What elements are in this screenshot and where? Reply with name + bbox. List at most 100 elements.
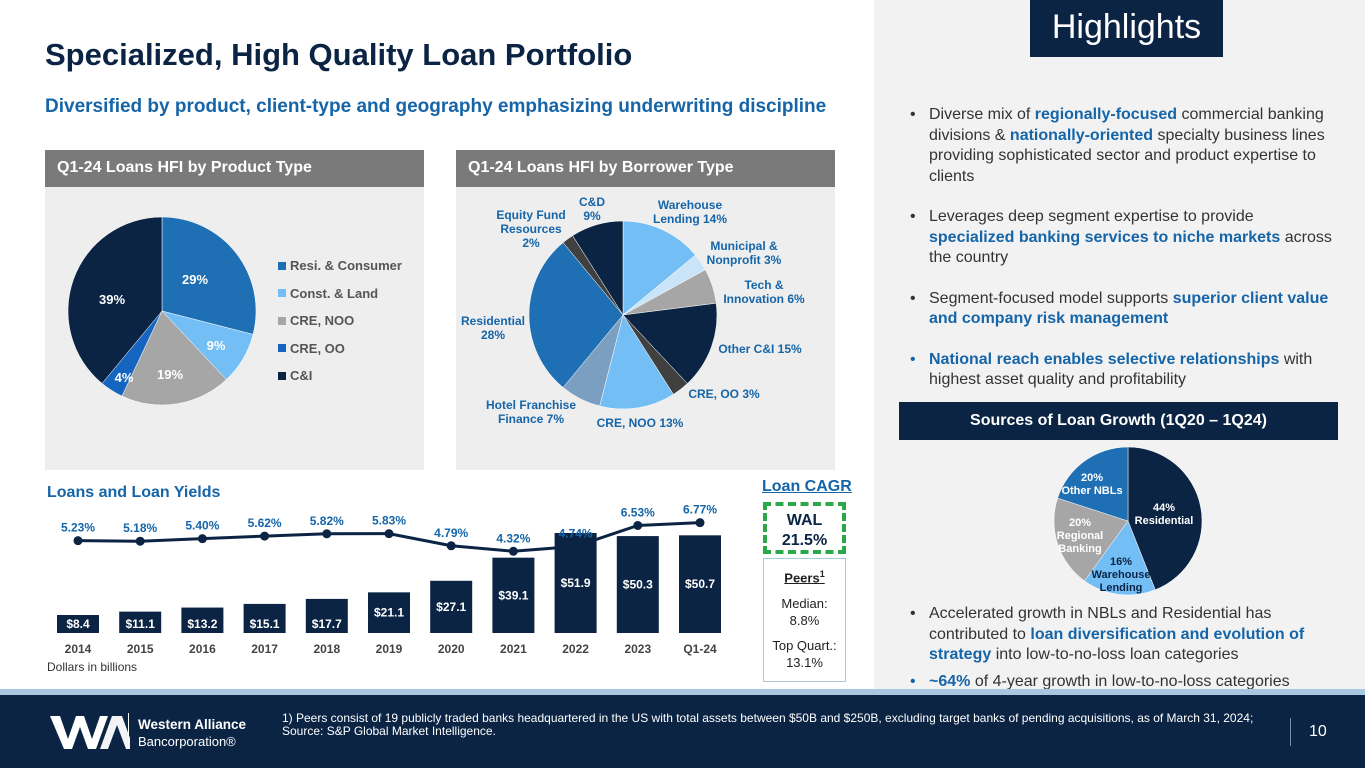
slice-label: Equity Fund Resources 2% — [496, 208, 565, 250]
sources-of-loan-growth-title: Sources of Loan Growth (1Q20 – 1Q24) — [899, 402, 1338, 440]
highlights-bullets: • Diverse mix of regionally-focused comme… — [910, 105, 1340, 411]
product-pie-label: 4% — [115, 370, 134, 385]
yield-point — [695, 518, 705, 528]
yield-point — [384, 529, 394, 539]
legend-item: CRE, OO — [278, 335, 402, 363]
loan-bar-label: $15.1 — [250, 617, 280, 631]
page-number-divider — [1290, 718, 1291, 746]
yield-label: 4.74% — [559, 526, 593, 540]
product-legend: Resi. & Consumer Const. & Land CRE, NOO CRE… — [278, 252, 402, 390]
slice-label: Other C&I 15% — [718, 342, 802, 356]
loan-bar — [243, 603, 286, 633]
growth-bullets: • Accelerated growth in NBLs and Resident… — [910, 604, 1350, 698]
yield-label: 5.23% — [61, 521, 95, 535]
x-axis-label: 2016 — [189, 642, 216, 656]
loan-bar-label: $27.1 — [436, 600, 466, 614]
slice-label: Tech & Innovation 6% — [723, 278, 805, 306]
legend-swatch — [278, 316, 286, 325]
yield-point — [633, 520, 643, 530]
x-axis-label: 2022 — [562, 642, 589, 656]
loan-bar — [57, 615, 99, 633]
yield-point — [322, 529, 332, 539]
x-axis-label: 2018 — [313, 642, 340, 656]
loan-bar-label: $13.2 — [187, 617, 217, 631]
legend-swatch — [278, 371, 286, 380]
legend-item: Resi. & Consumer — [278, 252, 402, 280]
bullet-item: • Leverages deep segment expertise to pro… — [910, 208, 1332, 266]
legend-swatch — [278, 344, 286, 353]
sources-pie-label: 20% Other NBLs — [1061, 472, 1122, 497]
loan-bar — [679, 535, 721, 633]
product-pie-label: 29% — [182, 272, 208, 287]
product-pie-slice — [161, 216, 257, 335]
borrower-pie-slice — [528, 242, 624, 388]
peers-box: Peers1 Median: 8.8% Top Quart.: 13.1% — [763, 558, 846, 682]
page-number: 10 — [1309, 723, 1327, 740]
loan-bar — [430, 580, 473, 633]
loan-bar-label: $39.1 — [498, 588, 528, 602]
sources-pie-slice — [1053, 497, 1129, 582]
sources-pie-slice — [1084, 520, 1156, 596]
loan-bar — [616, 536, 659, 633]
slice-label: CRE, OO 3% — [688, 387, 760, 401]
slice-label: Warehouse Lending 14% — [653, 198, 727, 226]
wal-value: 21.5% — [781, 532, 828, 549]
footnote: 1) Peers consist of 19 publicly traded b… — [282, 711, 1254, 738]
yield-label: 4.79% — [434, 526, 468, 540]
wal-box: WAL 21.5% — [763, 502, 846, 554]
x-axis-label: 2015 — [127, 642, 154, 656]
x-axis-label: Q1-24 — [683, 642, 717, 656]
x-axis-label: 2017 — [251, 642, 278, 656]
company-name: Western Alliance Bancorporation® — [138, 717, 247, 749]
bullet-item: • National reach enables selective relati… — [910, 350, 1313, 389]
borrower-pie-slice — [599, 314, 674, 410]
loan-bar-label: $17.7 — [312, 617, 342, 631]
product-pie-label: 19% — [157, 367, 183, 382]
loan-bar — [305, 598, 348, 633]
wal-label: WAL — [786, 512, 823, 529]
footer — [0, 695, 1365, 768]
sources-pie-label: 44% Residential — [1135, 502, 1194, 527]
dollars-note: Dollars in billions — [47, 660, 138, 674]
loan-cagr-title: Loan CAGR — [762, 478, 852, 495]
x-axis-label: 2019 — [376, 642, 403, 656]
loan-bar — [181, 607, 224, 633]
slice-label: CRE, NOO 13% — [597, 416, 684, 430]
product-pie-chart: 29% 9% 19% 4% 39% — [67, 216, 257, 406]
loan-bar-label: $50.7 — [685, 577, 715, 591]
yield-point — [508, 546, 518, 556]
x-axis-label: 2021 — [500, 642, 527, 656]
bullet-item: • Diverse mix of regionally-focused comme… — [910, 106, 1325, 185]
x-axis-label: 2020 — [438, 642, 465, 656]
legend-label: Const. & Land — [290, 285, 379, 301]
loans-bar-chart: $8.4 2014 $11.1 2015 $13.2 2016 $15.1 2017 $17.7… — [57, 503, 721, 656]
loan-bar — [492, 557, 535, 633]
logo-divider — [128, 713, 129, 747]
yield-label: 4.32% — [496, 531, 530, 545]
slice-label: Hotel Franchise Finance 7% — [486, 398, 576, 426]
bullet-item: • Accelerated growth in NBLs and Resident… — [910, 605, 1305, 663]
loans-chart-title: Loans and Loan Yields — [47, 484, 221, 501]
sources-pie-label: 20% Regional Banking — [1057, 517, 1103, 555]
highlights-title: Highlights — [1030, 0, 1223, 57]
borrower-pie-chart: Warehouse Lending 14% Municipal & Nonprofit… — [461, 195, 805, 430]
product-pie-slice — [67, 216, 163, 384]
legend-label: CRE, OO — [290, 340, 345, 356]
yield-label: 6.53% — [621, 505, 655, 519]
loan-bar-label: $51.9 — [561, 576, 591, 590]
legend-item: C&I — [278, 362, 402, 390]
borrower-pie-slice — [622, 302, 718, 384]
slice-label: Municipal & Nonprofit 3% — [707, 239, 782, 267]
legend-label: C&I — [290, 368, 313, 384]
product-panel-heading: Q1-24 Loans HFI by Product Type — [45, 150, 424, 187]
legend-swatch — [278, 289, 286, 298]
yield-label: 5.40% — [185, 519, 219, 533]
yield-label: 5.83% — [372, 514, 406, 528]
loan-bar-label: $8.4 — [66, 617, 90, 631]
peers-top-quartile: Top Quart.: 13.1% — [772, 638, 837, 671]
yield-point — [571, 541, 581, 551]
yield-label: 6.77% — [683, 503, 717, 517]
sources-pie-slice — [1057, 446, 1129, 522]
legend-item: CRE, NOO — [278, 307, 402, 335]
loan-bar-label: $50.3 — [623, 578, 653, 592]
